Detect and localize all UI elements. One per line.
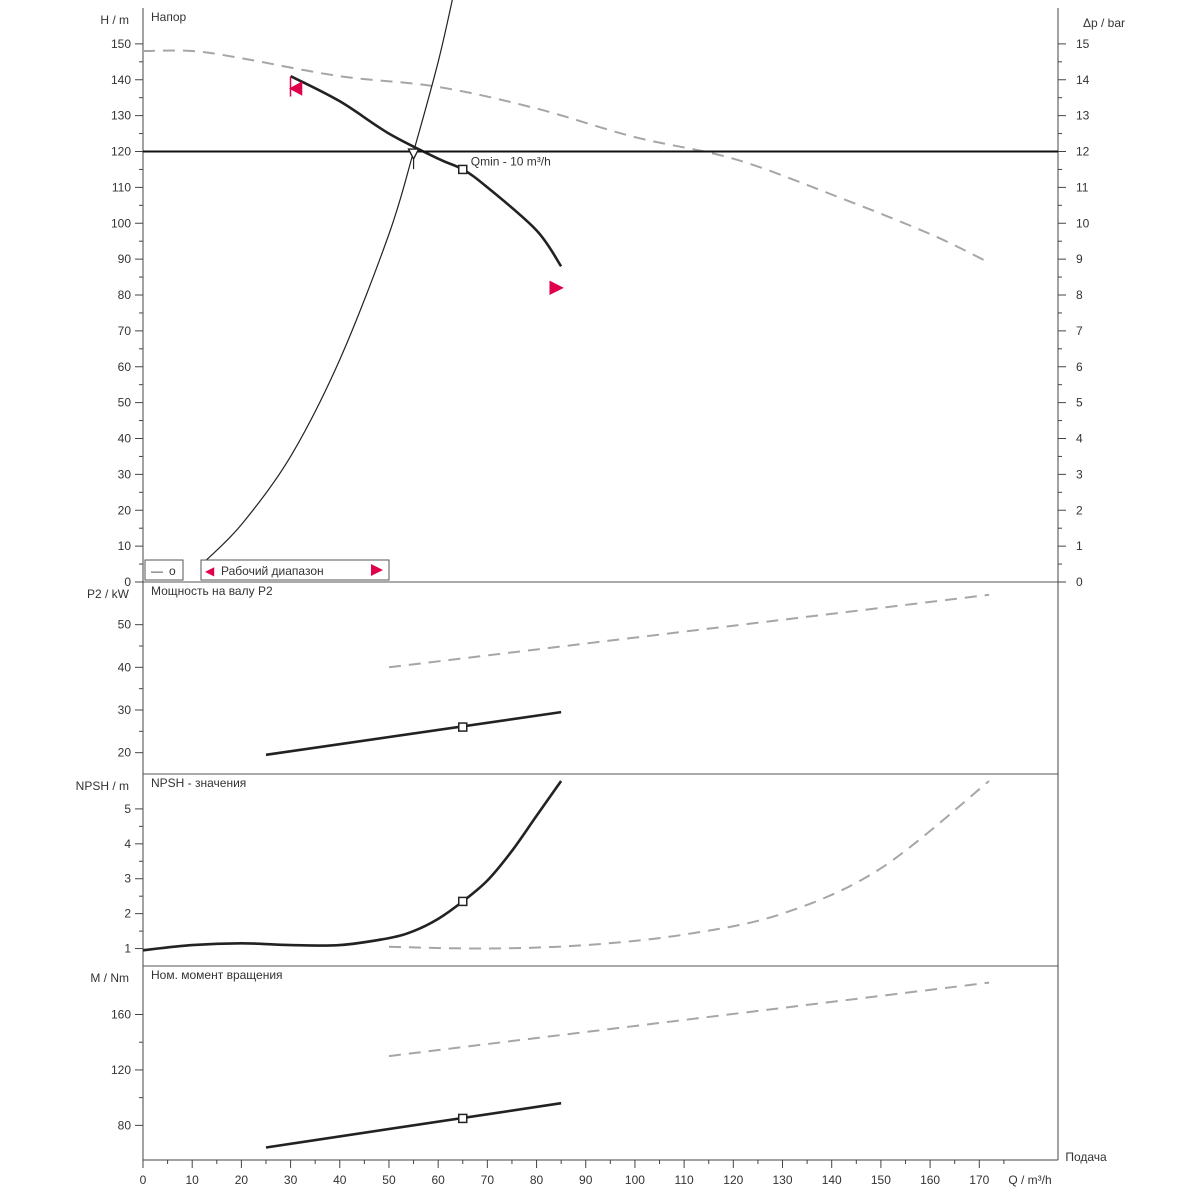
head-y-tick-label: 50 (118, 396, 132, 410)
head-series-max_curve (142, 49, 990, 264)
legend-box-1 (144, 559, 184, 581)
npsh-panel-title: NPSH - значения (151, 776, 246, 790)
head-y2-tick-label: 14 (1076, 73, 1090, 87)
x-tick-label: 70 (481, 1173, 495, 1187)
head-y-tick-label: 90 (118, 252, 132, 266)
head-y2-tick-label: 1 (1076, 539, 1083, 553)
legend-symbol-1: — (151, 564, 163, 578)
head-y2-tick-label: 5 (1076, 396, 1083, 410)
limit-marker-right (549, 280, 564, 296)
head-y2-tick-label: 6 (1076, 360, 1083, 374)
x-tick-label: 140 (822, 1173, 842, 1187)
npsh-y-tick-label: 2 (124, 907, 131, 921)
legend-box-2 (200, 559, 390, 581)
x-tick-label: 0 (140, 1173, 147, 1187)
power-y-tick-label: 20 (118, 746, 132, 760)
torque-series-m (265, 1101, 562, 1149)
head-y2-tick-label: 4 (1076, 432, 1083, 446)
head-y2-tick-label: 7 (1076, 324, 1083, 338)
head-y2-tick-label: 10 (1076, 216, 1090, 230)
npsh-y-tick-label: 1 (124, 942, 131, 956)
x-tick-label: 170 (969, 1173, 989, 1187)
intersection-marker (407, 148, 420, 161)
power-y-tick-label: 30 (118, 703, 132, 717)
head-y-axis-label: H / m (100, 13, 129, 27)
x-tick-label: 20 (235, 1173, 249, 1187)
head-y-tick-label: 150 (111, 37, 131, 51)
head-y-tick-label: 70 (118, 324, 132, 338)
legend-symbol-2: ◀ (205, 564, 215, 578)
power-series-p2_max (388, 593, 990, 669)
head-y-tick-label: 120 (111, 145, 131, 159)
legend-text-1: o (169, 564, 176, 578)
npsh-y-axis-label: NPSH / m (76, 779, 129, 793)
torque-series-m_max (388, 981, 990, 1058)
head-y-tick-label: 30 (118, 467, 132, 481)
npsh-y-tick-label: 4 (124, 837, 131, 851)
torque-y-tick-label: 80 (118, 1118, 132, 1132)
torque-y-tick-label: 120 (111, 1063, 131, 1077)
x-tick-label: 160 (920, 1173, 940, 1187)
head-y-tick-label: 20 (118, 503, 132, 517)
torque-panel-title: Ном. момент вращения (151, 968, 283, 982)
head-y-tick-label: 100 (111, 216, 131, 230)
npsh-series-npsh_max (388, 780, 990, 950)
x-tick-label: 30 (284, 1173, 298, 1187)
head-y-tick-label: 0 (124, 575, 131, 589)
torque-y-axis-label: M / Nm (90, 971, 129, 985)
head-y2-tick-label: 3 (1076, 467, 1083, 481)
x-tick-label: 10 (186, 1173, 200, 1187)
x-tick-label: 130 (773, 1173, 793, 1187)
head-y-tick-label: 110 (112, 180, 131, 194)
power-y-tick-label: 40 (118, 660, 132, 674)
head-y-tick-label: 80 (118, 288, 132, 302)
x-tick-label: 60 (431, 1173, 445, 1187)
head-y2-tick-label: 8 (1076, 288, 1083, 302)
x-tick-label: 50 (382, 1173, 396, 1187)
limit-marker-left (288, 76, 303, 97)
head-y2-tick-label: 2 (1076, 503, 1083, 517)
head-y-tick-label: 40 (118, 432, 132, 446)
x-tick-label: 90 (579, 1173, 593, 1187)
torque-y-tick-label: 160 (111, 1008, 131, 1022)
head-y2-tick-label: 12 (1076, 145, 1090, 159)
head-y2-tick-label: 0 (1076, 575, 1083, 589)
head-y-tick-label: 130 (111, 109, 131, 123)
head-series-pump_curve (290, 75, 563, 268)
x-axis-label: Q / m³/h (1008, 1173, 1051, 1187)
head-y2-tick-label: 9 (1076, 252, 1083, 266)
head-y-tick-label: 140 (111, 73, 131, 87)
x-tick-label: 110 (675, 1173, 694, 1187)
x-axis-caption: Подача (1065, 1150, 1107, 1164)
power-operating-point (458, 722, 468, 732)
head-panel-title: Напор (151, 10, 187, 24)
power-y-axis-label: P2 / kW (87, 587, 130, 601)
head-operating-point (458, 164, 468, 175)
legend-flag-icon (371, 564, 383, 576)
head-y2-tick-label: 11 (1076, 180, 1089, 194)
x-tick-label: 40 (333, 1173, 347, 1187)
power-y-tick-label: 50 (118, 618, 132, 632)
x-tick-label: 150 (871, 1173, 891, 1187)
head-y2-tick-label: 13 (1076, 109, 1090, 123)
npsh-y-tick-label: 3 (124, 872, 131, 886)
head-y2-axis-label: Δp / bar (1083, 16, 1125, 30)
operating-point-label: Qmin - 10 m³/h (471, 154, 551, 168)
head-series-system_curve (201, 0, 453, 565)
npsh-series-npsh (142, 780, 563, 952)
x-tick-label: 100 (625, 1173, 645, 1187)
x-tick-label: 80 (530, 1173, 544, 1187)
npsh-y-tick-label: 5 (124, 802, 131, 816)
head-y2-tick-label: 15 (1076, 37, 1090, 51)
power-panel-title: Мощность на валу P2 (151, 584, 273, 598)
legend-text-2: Рабочий диапазон (221, 564, 324, 578)
torque-operating-point (458, 1113, 468, 1124)
x-tick-label: 120 (723, 1173, 743, 1187)
npsh-operating-point (458, 896, 468, 907)
head-y-tick-label: 60 (118, 360, 132, 374)
power-series-p2 (265, 710, 562, 757)
head-y-tick-label: 10 (118, 539, 132, 553)
